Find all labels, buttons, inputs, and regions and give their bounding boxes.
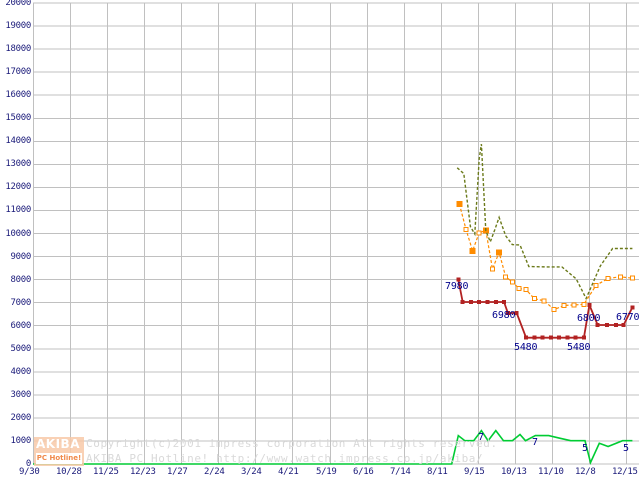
x-tick-label: 1/27 [167, 467, 188, 477]
x-tick-label: 6/16 [353, 467, 374, 477]
price-label: 5480 [567, 342, 591, 353]
x-tick-label: 10/13 [501, 467, 527, 477]
y-tick-label: 6000 [10, 320, 32, 331]
y-tick-label: 11000 [5, 205, 31, 216]
x-tick-label: 2/24 [204, 467, 225, 477]
data-series-layer [33, 143, 635, 466]
x-tick-label: 4/21 [278, 467, 299, 477]
price-label: 7980 [445, 281, 469, 292]
shop-count-label: 5 [582, 443, 589, 454]
y-tick-label: 18000 [5, 44, 31, 55]
y-tick-label: 2000 [10, 412, 32, 423]
y-tick-label: 5000 [10, 343, 32, 354]
x-tick-label: 12/15 [612, 467, 638, 477]
shop-count-label: 7 [478, 432, 485, 443]
y-tick-label: 8000 [10, 274, 32, 285]
x-tick-label: 10/28 [56, 467, 82, 477]
y-tick-label: 14000 [5, 136, 31, 147]
x-tick-label: 12/23 [130, 467, 156, 477]
shop-count-label: 5 [623, 443, 630, 454]
y-tick-label: 20000 [5, 0, 31, 8]
y-tick-label: 3000 [10, 389, 32, 400]
y-tick-label: 17000 [5, 67, 31, 78]
x-tick-label: 7/14 [390, 467, 411, 477]
grid-lines [33, 2, 639, 465]
y-tick-label: 12000 [5, 182, 31, 193]
x-tick-label: 11/25 [93, 467, 119, 477]
price-label: 6770 [616, 312, 640, 323]
x-tick-label: 12/8 [575, 467, 596, 477]
x-tick-label: 11/10 [538, 467, 564, 477]
price-label: 5480 [514, 342, 538, 353]
x-tick-label: 5/19 [316, 467, 337, 477]
price-label: 6800 [577, 313, 601, 324]
x-tick-label: 9/15 [464, 467, 485, 477]
y-tick-label: 13000 [5, 159, 31, 170]
y-tick-label: 16000 [5, 90, 31, 101]
x-tick-label: 9/30 [19, 467, 40, 477]
y-tick-label: 9000 [10, 251, 32, 262]
price-label: 6980 [492, 310, 516, 321]
shop-count-label: 7 [532, 437, 539, 448]
y-tick-label: 15000 [5, 113, 31, 124]
y-tick-label: 19000 [5, 21, 31, 32]
y-tick-label: 0 [25, 459, 31, 469]
y-tick-label: 10000 [5, 228, 31, 239]
y-tick-label: 1000 [10, 435, 32, 446]
y-tick-label: 4000 [10, 366, 32, 377]
x-tick-label: 3/24 [241, 467, 262, 477]
x-tick-label: 8/11 [427, 467, 448, 477]
y-tick-label: 7000 [10, 297, 32, 308]
